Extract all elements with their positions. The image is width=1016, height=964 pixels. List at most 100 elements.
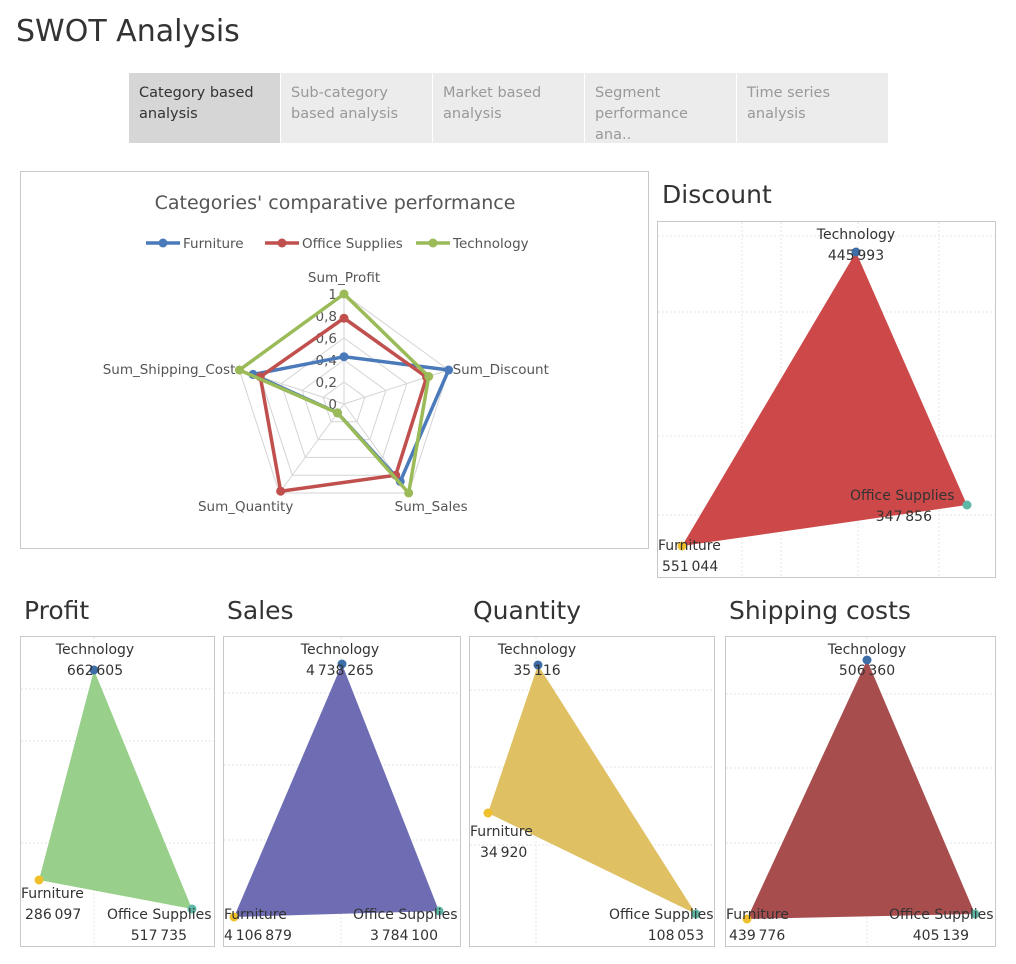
label-value-technology: 35 116 [513,663,560,679]
legend-label: Furniture [183,236,244,252]
profit-chart: Technology 662 605 Office Supplies 517 735 F… [21,637,214,946]
tab-market[interactable]: Market based analysis [433,73,584,143]
label-name-office-supplies: Office Supplies [107,907,212,923]
label-value-technology: 445 993 [828,248,884,264]
page-title: SWOT Analysis [16,14,240,49]
radar-axis-label-sum-sales: Sum_Sales [395,499,468,515]
radar-tick-label: 0,8 [316,309,337,325]
sales-title: Sales [227,596,294,625]
radar-tick-label: 1 [328,287,337,303]
label-value-furniture: 551 044 [662,559,718,575]
label-name-technology: Technology [300,642,379,658]
radar-legend: Furniture Office Supplies Technology [146,236,529,252]
point-furniture [483,808,493,818]
triangle-area [488,665,696,914]
label-value-furniture: 34 920 [480,845,527,861]
label-value-technology: 506 360 [839,663,895,679]
radar-axis-label-sum-shipping-cost: Sum_Shipping_Cost [103,362,236,378]
label-value-office-supplies: 517 735 [131,928,187,944]
radar-series-line [237,292,431,495]
legend-swatch-marker [277,238,287,248]
point-furniture [677,541,687,551]
radar-point [404,488,414,498]
radar-chart-panel: Categories' comparative performance Furn… [20,171,649,549]
label-name-furniture: Furniture [224,907,287,923]
sales-chart: Technology 4 738 265 Office Supplies 3 784 … [224,637,460,946]
label-name-furniture: Furniture [658,538,721,554]
tab-time-series[interactable]: Time series analysis [737,73,888,143]
triangle-area [234,664,439,917]
radar-series-technology [234,289,434,498]
point-furniture [742,914,752,924]
radar-grid-ring [301,359,387,441]
quantity-panel: Technology 35 116 Office Supplies 108 053 Fu… [469,636,715,947]
radar-grid: 00,20,40,60,81Sum_ProfitSum_DiscountSum_… [103,270,549,515]
point-office-supplies [434,906,444,916]
label-name-office-supplies: Office Supplies [353,907,458,923]
radar-tick-label: 0,2 [316,375,337,391]
label-value-office-supplies: 3 784 100 [370,928,438,944]
radar-chart: Categories' comparative performance Furn… [103,192,549,515]
tab-segment[interactable]: Segment performance ana.. [585,73,736,143]
label-name-furniture: Furniture [21,886,84,902]
radar-spoke [278,403,345,494]
shipping-title: Shipping costs [729,596,911,625]
radar-series-line [251,354,451,484]
legend-swatch-marker [158,238,168,248]
legend-label: Office Supplies [302,236,403,252]
profit-panel: Technology 662 605 Office Supplies 517 735 F… [20,636,215,947]
tab-sub-category[interactable]: Sub-category based analysis [281,73,432,143]
label-value-office-supplies: 405 139 [913,928,969,944]
point-technology [851,247,861,257]
point-technology [337,659,347,669]
point-technology [89,665,99,675]
label-name-technology: Technology [497,642,576,658]
discount-panel: Technology 445 993 Office Supplies 347 856 F… [657,221,996,578]
profit-title: Profit [24,596,90,625]
label-name-office-supplies: Office Supplies [850,488,955,504]
discount-chart: Technology 445 993 Office Supplies 347 856 F… [658,222,995,577]
radar-point [339,289,349,299]
point-office-supplies [187,904,197,914]
label-name-technology: Technology [816,227,895,243]
radar-point [234,365,244,375]
radar-axis-label-sum-discount: Sum_Discount [453,362,549,378]
quantity-title: Quantity [473,596,582,625]
radar-point [444,365,454,375]
label-name-furniture: Furniture [726,907,789,923]
label-name-office-supplies: Office Supplies [889,907,994,923]
label-value-office-supplies: 347 856 [876,509,932,525]
label-value-furniture: 439 776 [729,928,785,944]
label-name-office-supplies: Office Supplies [609,907,714,923]
radar-tick-label: 0 [328,397,337,413]
sales-panel: Technology 4 738 265 Office Supplies 3 784 … [223,636,461,947]
quantity-chart: Technology 35 116 Office Supplies 108 053 Fu… [470,637,714,946]
label-name-technology: Technology [827,642,906,658]
tab-bar: Category based analysis Sub-category bas… [129,73,889,143]
shipping-chart: Technology 506 360 Office Supplies 405 139 F… [726,637,995,946]
radar-point [276,486,286,496]
triangle-area [39,670,192,909]
point-office-supplies [962,500,972,510]
label-value-office-supplies: 108 053 [648,928,704,944]
tab-category[interactable]: Category based analysis [129,73,280,143]
legend-item-furniture: Furniture [146,236,244,252]
triangle-area [747,660,975,919]
radar-axis-label-sum-profit: Sum_Profit [308,270,380,286]
label-name-furniture: Furniture [470,824,533,840]
legend-swatch-marker [428,238,438,248]
point-furniture [229,912,239,922]
label-value-furniture: 286 097 [25,907,81,923]
discount-title: Discount [662,180,772,209]
radar-tick-label: 0,6 [316,331,337,347]
radar-series-line [258,316,429,493]
point-office-supplies [970,909,980,919]
label-value-technology: 4 738 265 [306,663,374,679]
radar-axis-label-sum-quantity: Sum_Quantity [198,499,293,515]
radar-series [234,289,454,498]
point-furniture [34,875,44,885]
radar-point [424,371,434,381]
legend-item-office-supplies: Office Supplies [265,236,403,252]
triangle-area [682,252,967,546]
legend-label: Technology [452,236,529,252]
